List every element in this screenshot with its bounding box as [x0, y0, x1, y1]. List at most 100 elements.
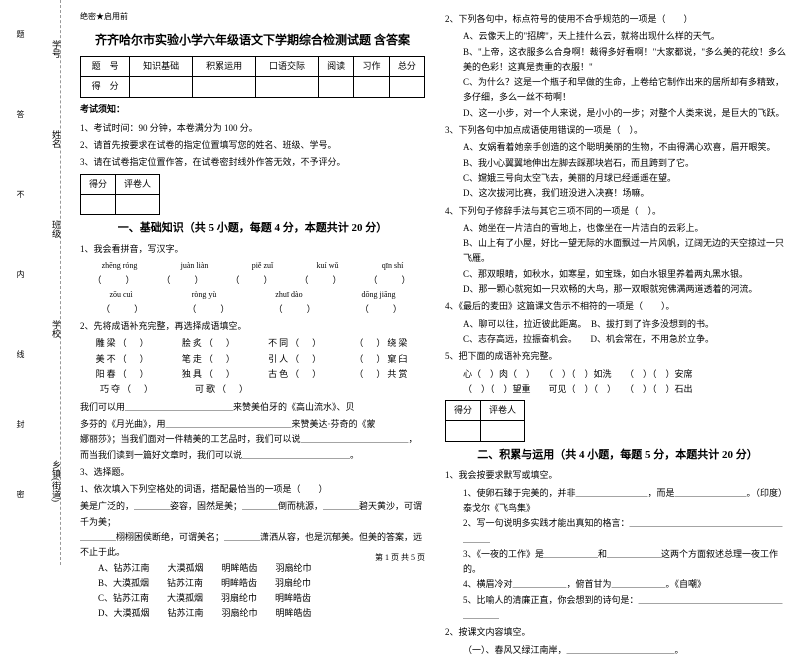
- s2-q2: 2、按课文内容填空。: [455, 625, 790, 640]
- idiom-row-3: 阳春（ ） 独具（ ） 古色（ ） （ ）共赏: [80, 367, 425, 382]
- i4-1: 可歌（ ）: [195, 382, 250, 397]
- rt1-b1[interactable]: [81, 195, 116, 215]
- th-1: 知识基础: [130, 56, 193, 76]
- s1-q1: 1、我会看拼音，写汉字。: [90, 242, 425, 257]
- i3-1: 独具（ ）: [182, 367, 237, 382]
- p2-0: zōu cuì: [109, 288, 132, 302]
- s1-q2: 2、先将成语补充完整，再选择成语填空。: [90, 319, 425, 334]
- notice-2: 2、请首先按要求在试卷的指定位置填写您的姓名、班级、学号。: [90, 138, 425, 153]
- tv-6[interactable]: [389, 77, 424, 97]
- tv-4[interactable]: [319, 77, 354, 97]
- b2-2[interactable]: （ ）: [274, 302, 318, 317]
- cut-5: 线: [15, 350, 26, 358]
- rt2-rater: 评卷人: [481, 401, 525, 421]
- s1-q3a: 1、依次填入下列空格处的词语，搭配最恰当的一项是（ ）: [90, 482, 425, 497]
- s1-q3b: 美是广泛的，＿＿＿＿姿容，固然是美；＿＿＿＿倒而桃源，＿＿＿＿碧天黄沙，可谓千为…: [80, 499, 425, 530]
- b2-1[interactable]: （ ）: [187, 302, 231, 317]
- notice-1: 1、考试时间：90 分钟，本卷满分为 100 分。: [90, 121, 425, 136]
- i2-2: 引人（ ）: [268, 352, 323, 367]
- section-1-title: 一、基础知识（共 5 小题，每题 4 分，本题共计 20 分）: [80, 219, 425, 238]
- opt-d: D、大漠孤烟 钻苏江南 羽扇纶巾 明眸皓齿: [98, 606, 425, 621]
- tv-3[interactable]: [256, 77, 319, 97]
- fill-2: 多芬的《月光曲》，用＿＿＿＿＿＿＿＿＿＿＿＿＿＿来赞美达·芬奇的《蒙: [80, 417, 425, 432]
- i2-1: 笔走（ ）: [182, 352, 237, 367]
- s2-q1e: 5、比喻人的清廉正直，你会想到的诗句是：＿＿＿＿＿＿＿＿＿＿＿＿＿＿＿＿＿＿＿＿: [463, 593, 790, 624]
- s2-q2a: （一）、春风又绿江南岸，＿＿＿＿＿＿＿＿＿＿＿＿。: [463, 643, 790, 658]
- c2-q3c: C、嫦娥三号向太空飞去，美丽的月球已经遥遥在望。: [463, 171, 790, 186]
- cut-3: 不: [15, 190, 26, 198]
- cut-7: 密: [15, 490, 26, 498]
- binding-sidebar: 学号 姓名 班级 学校 乡镇(街道) 题 答 不 内 线 封 密: [0, 0, 70, 565]
- c2-q4c: C、那双眼睛，如秋水，如寒星，如宝珠，如白水银里养着两丸黑水银。: [463, 267, 790, 282]
- p1-0: zhēng róng: [102, 259, 138, 273]
- c2-q4d: D、那一颗心就宛如一只欢畅的大鸟，那一双眼就宛佛满两道透着的河流。: [463, 282, 790, 297]
- idiom-row-1: 雕梁（ ） 脍炙（ ） 不同（ ） （ ）绕梁: [80, 336, 425, 351]
- idiom-row-4: 巧夺（ ） 可歌（ ）: [80, 382, 425, 397]
- p1-2: piě zuǐ: [252, 259, 274, 273]
- b1-3[interactable]: （ ）: [299, 273, 343, 288]
- i3-2: 古色（ ）: [268, 367, 323, 382]
- s1-q3: 3、选择题。: [90, 465, 425, 480]
- b1-1[interactable]: （ ）: [161, 273, 205, 288]
- rt1-rater: 评卷人: [116, 174, 160, 194]
- b1-2[interactable]: （ ）: [230, 273, 274, 288]
- b1-0[interactable]: （ ）: [92, 273, 136, 288]
- th-5: 习作: [354, 56, 389, 76]
- rt2-score: 得分: [446, 401, 481, 421]
- page-content: 绝密★启用前 齐齐哈尔市实验小学六年级语文下学期综合检测试题 含答案 题 号 知…: [80, 10, 790, 545]
- s1-q3c: ＿＿＿＿栩栩困侯断绝，可谓美名；＿＿＿＿潇洒从容，也是沉郁美。但美的答案，远: [80, 530, 425, 545]
- i2-3: （ ）窠臼: [354, 352, 409, 367]
- c2-q2d: D、这一小步，对一个人来说，是小小的一步；对整个人类来说，是巨大的飞跃。: [463, 106, 790, 121]
- cut-4: 内: [15, 270, 26, 278]
- b2-3[interactable]: （ ）: [360, 302, 404, 317]
- cut-2: 答: [15, 110, 26, 118]
- p2-3: dōng jiāng: [362, 288, 396, 302]
- p1-1: juàn liàn: [181, 259, 209, 273]
- idiom-row-2: 美不（ ） 笔走（ ） 引人（ ） （ ）窠臼: [80, 352, 425, 367]
- cut-1: 题: [15, 30, 26, 38]
- s2-q1d: 4、横眉冷对＿＿＿＿＿＿，俯首甘为＿＿＿＿＿＿。《自嘲》: [463, 577, 790, 592]
- vlabel-name: 姓名: [50, 130, 63, 148]
- rt2-b2[interactable]: [481, 421, 525, 441]
- i1-0: 雕梁（ ）: [96, 336, 151, 351]
- right-column: 2、下列各句中，标点符号的使用不合乎规范的一项是（ ） A、云像天上的"招牌"，…: [445, 10, 790, 545]
- th-6: 总分: [389, 56, 424, 76]
- tv-2[interactable]: [193, 77, 256, 97]
- th-2: 积累运用: [193, 56, 256, 76]
- tv-5[interactable]: [354, 77, 389, 97]
- i1-2: 不同（ ）: [268, 336, 323, 351]
- vlabel-town: 乡镇(街道): [50, 460, 63, 502]
- fill-3: 娜丽莎》；当我们面对一件精美的工艺品时，我们可以说＿＿＿＿＿＿＿＿＿＿＿＿，: [80, 432, 425, 447]
- blank-row-2: （ ） （ ） （ ） （ ）: [80, 302, 425, 317]
- c2-q2c: C、为什么？这是一个瓶子和早做的生命，上卷给它制作出来的居所却有多精致，多仔细，…: [463, 75, 790, 106]
- rt1-b2[interactable]: [116, 195, 160, 215]
- th-3: 口语交际: [256, 56, 319, 76]
- b2-0[interactable]: （ ）: [101, 302, 145, 317]
- b1-4[interactable]: （ ）: [368, 273, 412, 288]
- c2-q2a: A、云像天上的"招牌"，天上挂什么云，就将出现什么样的天气。: [463, 29, 790, 44]
- tv-1[interactable]: [130, 77, 193, 97]
- score-table: 题 号 知识基础 积累运用 口语交际 阅读 习作 总分 得 分: [80, 56, 425, 98]
- vlabel-id: 学号: [50, 40, 63, 58]
- secret-label: 绝密★启用前: [80, 10, 425, 24]
- p1-4: qīn shí: [382, 259, 404, 273]
- s2-q1a: 1、使卵石臻于完美的，并非＿＿＿＿＿＿＿＿，而是＿＿＿＿＿＿＿＿。（印度）泰戈尔…: [463, 486, 790, 517]
- c2-q3: 3、下列各句中加点成语使用错误的一项是（ ）。: [455, 123, 790, 138]
- fill-1: 我们可以用＿＿＿＿＿＿＿＿＿＿＿＿来赞美伯牙的《高山流水》、贝: [90, 400, 425, 415]
- i1-3: （ ）绕梁: [354, 336, 409, 351]
- c2-q3b: B、我小心翼翼地伸出左脚去踩那块岩石，而且跨到了它。: [463, 156, 790, 171]
- i4-0: 巧夺（ ）: [100, 382, 155, 397]
- rater-table-1: 得分 评卷人: [80, 174, 160, 216]
- c2-q6a: 心（ ）肉（ ） （ ）（ ）如洗 （ ）（ ）安席: [463, 367, 790, 382]
- p2-2: zhuī dào: [275, 288, 302, 302]
- rt2-b1[interactable]: [446, 421, 481, 441]
- opt-c: C、钻苏江南 大漠孤烟 羽扇纶巾 明眸皓齿: [98, 591, 425, 606]
- vlabel-school: 学校: [50, 320, 63, 338]
- score-header-row: 题 号 知识基础 积累运用 口语交际 阅读 习作 总分: [81, 56, 425, 76]
- c2-q2b: B、"上帝，这衣服多么合身啊！裁得多好看啊！"大家都说，"多么美的花纹！多么美的…: [463, 45, 790, 76]
- blank-row-1: （ ） （ ） （ ） （ ） （ ）: [80, 273, 425, 288]
- c2-q4b: B、山上有了小屋，好比一望无际的水面飘过一片风帆，辽阔无边的天空掠过一只飞雁。: [463, 236, 790, 267]
- score-value-row: 得 分: [81, 77, 425, 97]
- i2-0: 美不（ ）: [96, 352, 151, 367]
- c2-q5: 4、《最后的麦田》这篇课文告示不相符的一项是（ ）。: [455, 299, 790, 314]
